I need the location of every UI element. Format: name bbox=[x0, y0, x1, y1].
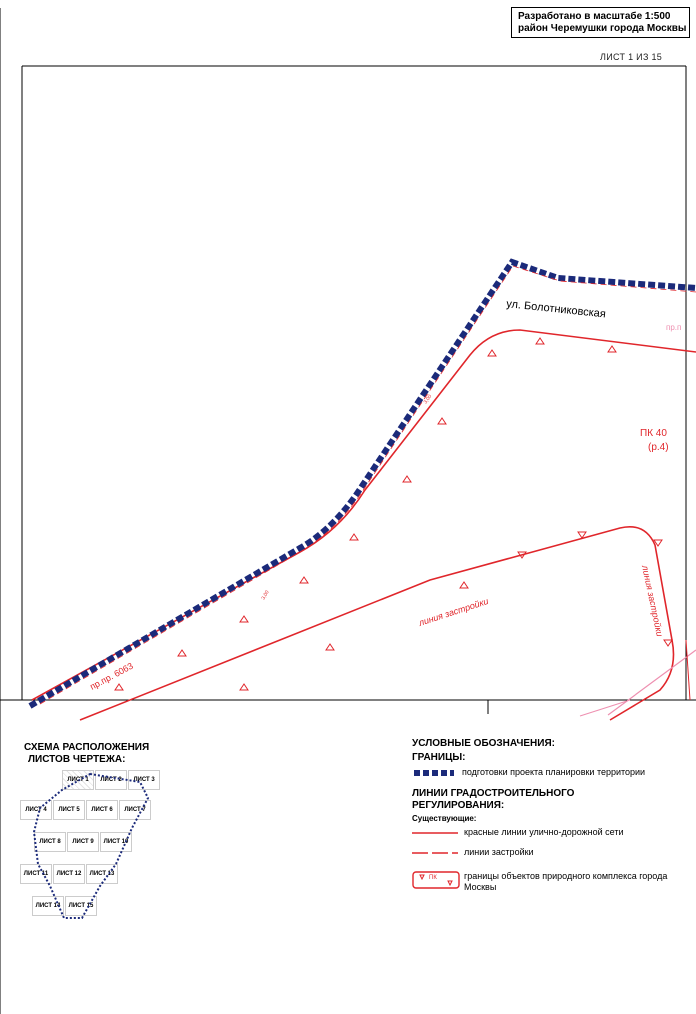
sheet-tile-label: ЛИСТ 12 bbox=[56, 871, 82, 877]
sheet-tile-label: ЛИСТ 8 bbox=[39, 839, 61, 845]
sheet-tile: ЛИСТ 15 bbox=[65, 896, 97, 916]
scheme-title-line1: СХЕМА РАСПОЛОЖЕНИЯ bbox=[24, 742, 150, 753]
marker bbox=[114, 683, 124, 691]
nature-border-swatch: ПК bbox=[412, 871, 460, 889]
sheet-scheme: ЛИСТ 1 ЛИСТ 2 ЛИСТ 3 ЛИСТ 4 ЛИСТ 5 ЛИСТ … bbox=[20, 768, 160, 928]
scheme-boundary-outline bbox=[32, 772, 150, 919]
title-district: район Черемушки города Москвы bbox=[518, 23, 687, 34]
sheet-tile: ЛИСТ 3 bbox=[128, 770, 160, 790]
sheet-tile: ЛИСТ 12 bbox=[53, 864, 85, 884]
pk-label: ПК 40 bbox=[640, 428, 667, 439]
sheet-tile-label: ЛИСТ 4 bbox=[25, 807, 47, 813]
sheet-tile: ЛИСТ 8 bbox=[34, 832, 66, 852]
legend-item-red-label: красные линии улично-дорожной сети bbox=[464, 827, 624, 837]
sheet-tile: ЛИСТ 6 bbox=[86, 800, 118, 820]
project-boundary-swatch bbox=[414, 770, 454, 776]
legend-existing: Существующие: bbox=[412, 814, 477, 823]
sheet-tile-label: ЛИСТ 7 bbox=[124, 807, 146, 813]
sheet-tile: ЛИСТ 7 bbox=[119, 800, 151, 820]
pr-label-right: пр.п bbox=[666, 323, 681, 332]
marker bbox=[325, 643, 335, 651]
legend-item-nature: ПК границы объектов природного комплекса… bbox=[412, 871, 682, 893]
sheet-tile: ЛИСТ 11 bbox=[20, 864, 52, 884]
marker bbox=[487, 349, 497, 357]
legend-lines-heading-2: РЕГУЛИРОВАНИЯ: bbox=[412, 800, 505, 811]
sheet-tile: ЛИСТ 9 bbox=[67, 832, 99, 852]
building-line-lower bbox=[79, 526, 675, 721]
pink-line-1 bbox=[607, 649, 696, 716]
building-line-label-1: линия застройки bbox=[417, 596, 490, 628]
legend-item-nature-label: границы объектов природного комплекса го… bbox=[464, 871, 668, 892]
sheet-tile: ЛИСТ 5 bbox=[53, 800, 85, 820]
scheme-title-line2: ЛИСТОВ ЧЕРТЕЖА: bbox=[28, 754, 126, 765]
red-dash-inner bbox=[39, 265, 696, 705]
sheet-tile-label: ЛИСТ 3 bbox=[133, 777, 155, 783]
sheet-tile-label: ЛИСТ 9 bbox=[72, 839, 94, 845]
title-scale: Разработано в масштабе 1:500 bbox=[518, 11, 671, 22]
marker bbox=[653, 539, 663, 547]
sheet-tile-label: ЛИСТ 15 bbox=[68, 903, 94, 909]
marker bbox=[402, 475, 412, 483]
legend-item-building: линии застройки bbox=[412, 847, 682, 858]
marker bbox=[459, 581, 469, 589]
street-label: ул. Болотниковская bbox=[506, 298, 607, 320]
pk-markers bbox=[114, 337, 673, 691]
dim-label-2: 3,00 bbox=[423, 394, 434, 406]
legend-borders-heading: ГРАНИЦЫ: bbox=[412, 752, 466, 763]
marker bbox=[535, 337, 545, 345]
marker bbox=[437, 417, 447, 425]
legend: УСЛОВНЫЕ ОБОЗНАЧЕНИЯ: ГРАНИЦЫ: подготовк… bbox=[412, 738, 682, 893]
building-line-swatch bbox=[412, 851, 458, 854]
sheet-tile: ЛИСТ 14 bbox=[32, 896, 64, 916]
sheet-tile-label: ЛИСТ 2 bbox=[100, 777, 122, 783]
nature-box-label: ПК bbox=[429, 875, 437, 881]
legend-lines-heading-1: ЛИНИИ ГРАДОСТРОИТЕЛЬНОГО bbox=[412, 788, 575, 799]
pink-line-2 bbox=[579, 699, 631, 717]
marker bbox=[299, 576, 309, 584]
sheet-tile-label: ЛИСТ 14 bbox=[35, 903, 61, 909]
marker bbox=[663, 639, 673, 647]
title-block: Разработано в масштабе 1:500 район Черем… bbox=[511, 7, 690, 38]
legend-item-project: подготовки проекта планировки территории bbox=[412, 767, 682, 778]
sheet-tile-label: ЛИСТ 13 bbox=[89, 871, 115, 877]
marker bbox=[517, 551, 527, 559]
sheet-tile-label: ЛИСТ 6 bbox=[91, 807, 113, 813]
marker bbox=[349, 533, 359, 541]
building-line-label-2: линия застройки bbox=[640, 563, 665, 637]
marker bbox=[239, 615, 249, 623]
red-line-upper bbox=[31, 329, 696, 701]
sheet-tile-label: ЛИСТ 10 bbox=[103, 839, 129, 845]
marker bbox=[177, 649, 187, 657]
marker bbox=[607, 345, 617, 353]
nature-border-icon bbox=[412, 871, 460, 889]
scheme-title: СХЕМА РАСПОЛОЖЕНИЯ ЛИСТОВ ЧЕРТЕЖА: bbox=[24, 742, 149, 766]
project-boundary bbox=[28, 258, 696, 709]
sheet-tile-label: ЛИСТ 11 bbox=[23, 871, 49, 877]
sheet-tile-label: ЛИСТ 5 bbox=[58, 807, 80, 813]
legend-item-building-label: линии застройки bbox=[464, 847, 534, 857]
pk-sub-label: (р.4) bbox=[648, 442, 669, 453]
marker bbox=[577, 531, 587, 539]
legend-item-red: красные линии улично-дорожной сети bbox=[412, 827, 682, 838]
red-line-swatch bbox=[412, 831, 458, 834]
sheet-number: ЛИСТ 1 ИЗ 15 bbox=[600, 52, 663, 62]
legend-item-project-label: подготовки проекта планировки территории bbox=[462, 767, 646, 777]
legend-title: УСЛОВНЫЕ ОБОЗНАЧЕНИЯ: bbox=[412, 738, 555, 749]
dim-label-1: 3,00 bbox=[261, 589, 271, 601]
red-line-edge bbox=[685, 639, 691, 701]
marker bbox=[239, 683, 249, 691]
sheet-tile: ЛИСТ 10 bbox=[100, 832, 132, 852]
